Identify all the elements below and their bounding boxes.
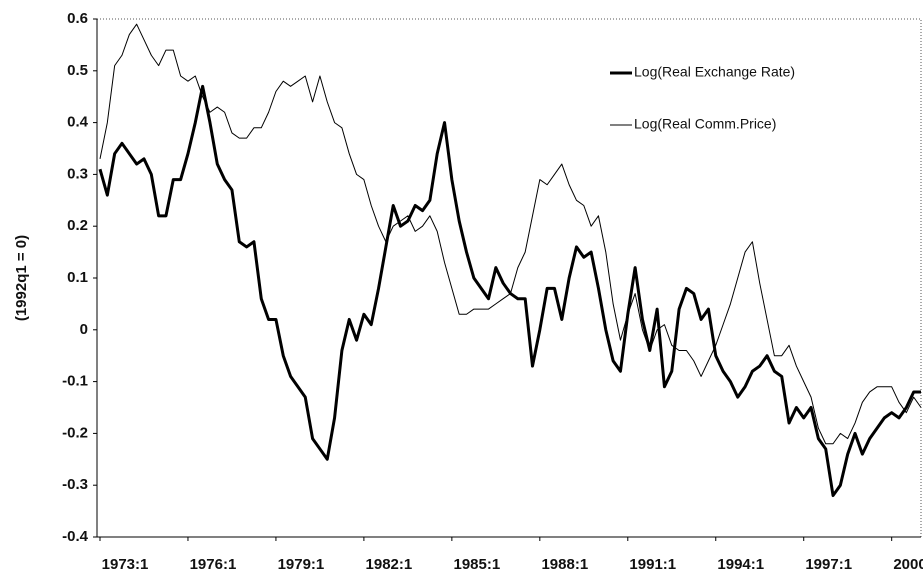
plot-frame xyxy=(96,18,922,538)
legend-label: Log(Real Comm.Price) xyxy=(634,116,776,132)
y-tick-label: 0.3 xyxy=(67,165,88,182)
y-tick-label: 0 xyxy=(80,321,88,338)
x-tick-label: 1991:1 xyxy=(629,556,676,573)
y-tick-label: -0.2 xyxy=(62,424,88,441)
y-tick-label: -0.4 xyxy=(62,528,89,545)
x-tick-label: 1973:1 xyxy=(102,556,149,573)
y-tick-label: 0.1 xyxy=(67,269,88,286)
x-tick-label: 2000:1 xyxy=(893,556,923,573)
series-line xyxy=(99,23,922,445)
x-tick-label: 1994:1 xyxy=(717,556,764,573)
y-tick-label: -0.3 xyxy=(62,476,88,493)
x-tick-label: 1979:1 xyxy=(278,556,325,573)
y-tick-label: 0.6 xyxy=(67,10,88,27)
x-tick-label: 1997:1 xyxy=(805,556,852,573)
x-tick-label: 1988:1 xyxy=(541,556,588,573)
y-axis-label: (1992q1 = 0) xyxy=(13,235,30,321)
x-tick-label: 1976:1 xyxy=(190,556,237,573)
legend-label: Log(Real Exchange Rate) xyxy=(634,64,795,80)
y-tick-label: 0.5 xyxy=(67,62,88,79)
y-tick-label: 0.2 xyxy=(67,217,88,234)
x-tick-label: 1985:1 xyxy=(453,556,500,573)
x-tick-label: 1982:1 xyxy=(366,556,413,573)
y-tick-label: -0.1 xyxy=(62,373,88,390)
series-line xyxy=(98,84,921,498)
y-tick-label: 0.4 xyxy=(67,114,89,131)
